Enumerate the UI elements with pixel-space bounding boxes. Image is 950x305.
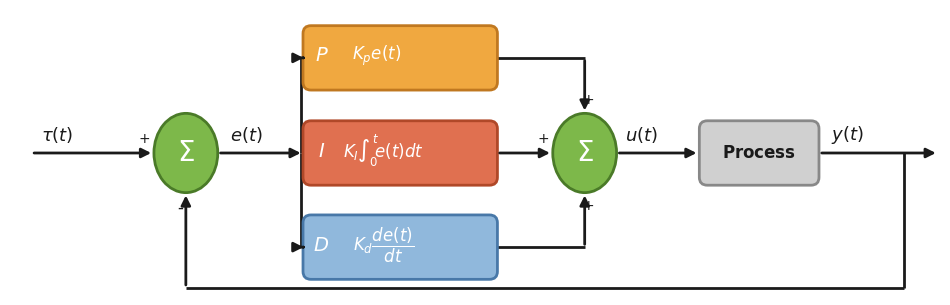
Text: $P$: $P$: [314, 46, 329, 65]
Text: $u(t)$: $u(t)$: [624, 125, 657, 145]
Text: $\Sigma$: $\Sigma$: [177, 139, 195, 167]
Text: $\Sigma$: $\Sigma$: [576, 139, 594, 167]
FancyBboxPatch shape: [303, 215, 498, 279]
FancyBboxPatch shape: [303, 26, 498, 90]
Text: $K_p e(t)$: $K_p e(t)$: [352, 44, 401, 68]
Ellipse shape: [553, 113, 617, 193]
Text: +: +: [139, 132, 150, 146]
FancyBboxPatch shape: [303, 121, 498, 185]
Text: +: +: [537, 132, 549, 146]
Text: $I$: $I$: [318, 142, 325, 160]
FancyBboxPatch shape: [699, 121, 819, 185]
Text: $K_I \int_0^t\! e(t)dt$: $K_I \int_0^t\! e(t)dt$: [343, 133, 424, 169]
Text: +: +: [583, 199, 595, 213]
Text: $\mathbf{Process}$: $\mathbf{Process}$: [722, 144, 796, 162]
Text: $e(t)$: $e(t)$: [230, 125, 262, 145]
Text: $\tau(t)$: $\tau(t)$: [41, 125, 74, 145]
Text: $K_d \dfrac{de(t)}{dt}$: $K_d \dfrac{de(t)}{dt}$: [352, 225, 414, 265]
Text: +: +: [583, 93, 595, 107]
Text: $y(t)$: $y(t)$: [831, 124, 864, 146]
Text: -: -: [177, 199, 182, 217]
Ellipse shape: [154, 113, 218, 193]
Text: $D$: $D$: [314, 236, 330, 255]
